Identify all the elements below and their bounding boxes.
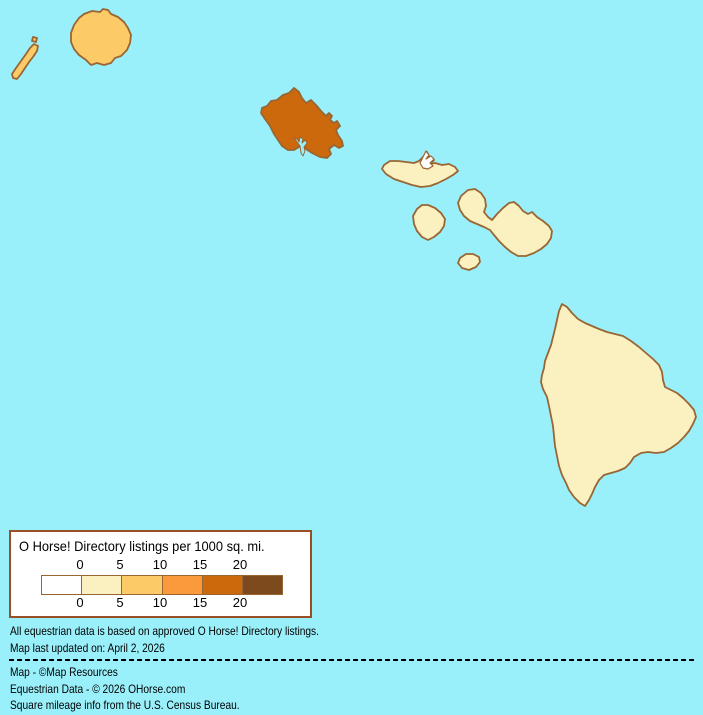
footer-credit-census: Square mileage info from the U.S. Census… xyxy=(10,698,240,712)
legend-swatch xyxy=(241,576,283,594)
legend-tick-label: 0 xyxy=(76,557,84,572)
legend-swatch xyxy=(81,576,122,594)
island-hawaii xyxy=(540,303,697,507)
island-maui xyxy=(457,188,553,257)
legend-tick-label: 15 xyxy=(192,595,208,610)
legend-swatch xyxy=(161,576,202,594)
island-lanai xyxy=(412,204,446,241)
island-oahu xyxy=(260,87,344,159)
island-outlines xyxy=(11,8,697,507)
pearl-harbor-inlet xyxy=(293,136,308,157)
island-kahoolawe xyxy=(457,253,481,271)
legend-swatch xyxy=(42,576,82,594)
island-lehua xyxy=(31,36,38,43)
legend: O Horse! Directory listings per 1000 sq.… xyxy=(9,530,312,618)
footer-note-last-updated: Map last updated on: April 2, 2026 xyxy=(10,641,165,655)
footer-note-data-source: All equestrian data is based on approved… xyxy=(10,624,319,638)
legend-swatch xyxy=(201,576,242,594)
legend-tick-label: 5 xyxy=(116,557,124,572)
footer-credit-equestrian-data: Equestrian Data - © 2026 OHorse.com xyxy=(10,682,186,696)
legend-ticks-bottom: 0 5 10 15 20 xyxy=(11,596,310,610)
legend-tick-label: 10 xyxy=(152,557,168,572)
legend-swatch xyxy=(121,576,162,594)
legend-tick-label: 20 xyxy=(232,595,248,610)
island-niihau xyxy=(11,43,39,80)
legend-tick-label: 5 xyxy=(116,595,124,610)
legend-tick-label: 10 xyxy=(152,595,168,610)
legend-title: O Horse! Directory listings per 1000 sq.… xyxy=(19,538,265,554)
legend-tick-label: 0 xyxy=(76,595,84,610)
legend-tick-label: 20 xyxy=(232,557,248,572)
island-kalawao xyxy=(419,150,435,170)
legend-color-ramp xyxy=(41,575,283,595)
footer-credit-map: Map - ©Map Resources xyxy=(10,665,118,679)
island-molokai xyxy=(381,151,459,188)
legend-tick-label: 15 xyxy=(192,557,208,572)
footer-dashed-divider xyxy=(9,659,697,661)
island-kauai xyxy=(70,8,132,66)
legend-ticks-top: 0 5 10 15 20 xyxy=(11,558,310,572)
